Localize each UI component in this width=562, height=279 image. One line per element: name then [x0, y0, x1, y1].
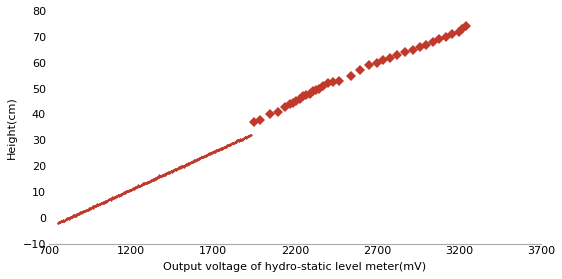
- X-axis label: Output voltage of hydro-static level meter(mV): Output voltage of hydro-static level met…: [163, 262, 427, 272]
- Y-axis label: Height(cm): Height(cm): [7, 96, 17, 159]
